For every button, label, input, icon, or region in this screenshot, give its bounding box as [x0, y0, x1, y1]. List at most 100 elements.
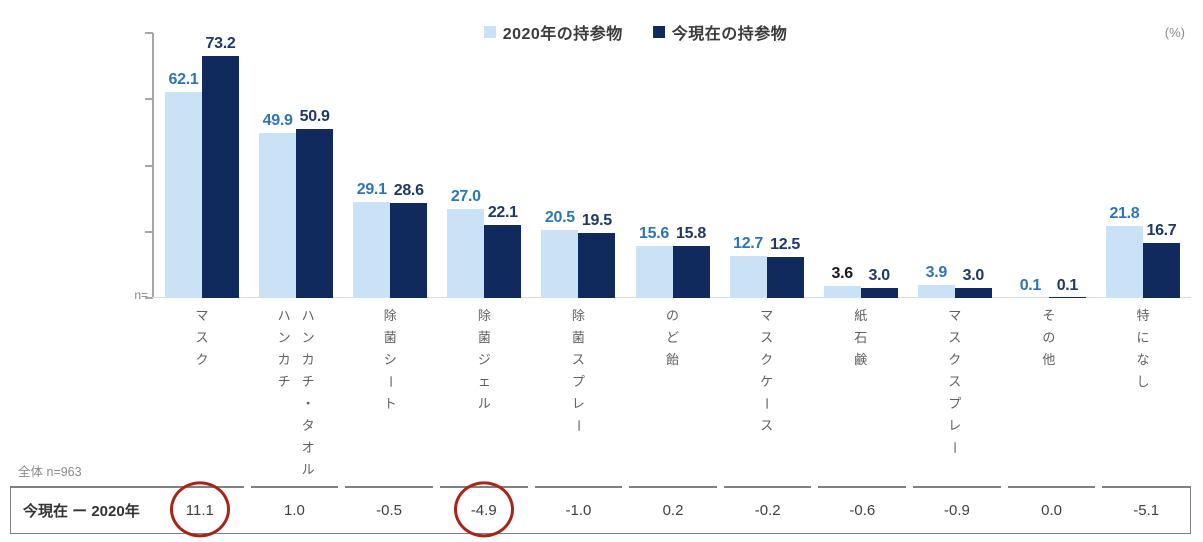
category-label-char: ル — [301, 462, 315, 477]
difference-row-label: 今現在 ー 2020年 — [11, 486, 156, 533]
bar-2020 — [635, 246, 673, 298]
bar-now — [296, 129, 334, 298]
bar-chart-plot-area: 62.1 73.2 49.9 50.9 29.1 28.6 27.0 22.1 20.5 19.5… — [155, 33, 1190, 298]
bar-value-label-2020: 27.0 — [450, 187, 481, 205]
bar-2020 — [447, 208, 485, 298]
difference-value-cell: -1.0 — [534, 486, 623, 533]
bar-value-label-2020: 3.6 — [831, 265, 854, 283]
category-label-char: ハ — [277, 308, 291, 323]
category-label-char: ク — [760, 352, 774, 367]
difference-value-cell: 11.1 — [156, 480, 244, 537]
category-label-char: に — [1136, 330, 1150, 345]
bar-value-label-now: 50.9 — [299, 108, 330, 126]
difference-value: 1.0 — [284, 502, 305, 519]
category-label-char: レ — [948, 418, 962, 433]
category-label-char: の — [666, 308, 680, 323]
legend-label-2020: 2020年の持参物 — [502, 26, 623, 43]
category-label-char: マ — [948, 308, 962, 323]
category-label-column: マスク — [196, 309, 209, 366]
bar-value-label-now: 0.1 — [1056, 276, 1079, 294]
category-label-char: ェ — [477, 374, 491, 389]
bar-now — [578, 233, 616, 298]
bar-value-label-2020: 20.5 — [544, 209, 575, 227]
difference-value: -0.5 — [376, 502, 403, 519]
category-label-char: オ — [301, 440, 315, 455]
category-label-char: 菌 — [383, 330, 397, 345]
category-label-char: 石 — [854, 330, 868, 345]
category-label: 紙石鹸 — [814, 309, 908, 476]
y-axis-tick — [145, 98, 153, 101]
category-label-char: ジ — [477, 352, 491, 367]
bar-value-label-2020: 21.8 — [1109, 204, 1140, 222]
category-label-char: カ — [277, 352, 291, 367]
category-label-char: レ — [571, 396, 585, 411]
difference-value-cell: 0.0 — [1007, 486, 1096, 533]
difference-value: -0.6 — [849, 502, 876, 519]
category-label-char: 除 — [477, 308, 491, 323]
bar-value-label-now: 16.7 — [1146, 221, 1177, 239]
category-label-char: ス — [760, 418, 774, 433]
category-label-char: ン — [301, 330, 315, 345]
bar-value-label-now: 3.0 — [868, 267, 891, 285]
category-label-char: ク — [948, 352, 962, 367]
category-label-char: 菌 — [571, 330, 585, 345]
category-label-char: プ — [571, 374, 585, 389]
difference-table: 今現在 ー 2020年 11.1 1.0 -0.5 -4.9 -1.0 0.2 -0.2 -0… — [10, 480, 1191, 537]
category-label-char: ど — [666, 330, 680, 345]
legend-item-now: 今現在の持参物 — [652, 20, 788, 44]
bar-value-label-2020: 12.7 — [733, 234, 764, 252]
category-label: 特になし — [1096, 309, 1190, 476]
y-axis-line — [152, 33, 154, 298]
difference-value: 11.1 — [185, 502, 214, 519]
category-label-column: 紙石鹸 — [854, 309, 867, 366]
category-label-char: チ — [277, 374, 291, 389]
bar-value-label-2020: 29.1 — [356, 180, 387, 198]
category-label-char: ス — [948, 374, 962, 389]
bar-now — [390, 203, 428, 298]
bar-2020 — [1105, 225, 1143, 298]
category-label-char: 特 — [1136, 308, 1150, 323]
y-axis-tick — [145, 32, 153, 34]
legend-label-now: 今現在の持参物 — [671, 26, 788, 43]
category-label: マスク — [155, 309, 249, 476]
category-label-char: そ — [1042, 308, 1056, 323]
difference-value-cell: 0.2 — [629, 486, 717, 533]
bar-value-label-2020: 62.1 — [168, 71, 199, 89]
n-equals-label: n= — [134, 288, 148, 302]
legend-item-2020: 2020年の持参物 — [483, 20, 623, 44]
category-label-char: ハ — [301, 308, 315, 323]
category-label-char: 鹸 — [854, 352, 868, 367]
bar-2020 — [259, 132, 297, 298]
difference-value-cell: -4.9 — [439, 480, 528, 537]
category-label-column: ハンカチ・タオル — [302, 309, 315, 476]
category-label-char: マ — [760, 308, 774, 323]
difference-value-cell: -0.2 — [723, 486, 812, 533]
bar-2020 — [917, 285, 955, 298]
bar-value-label-now: 22.1 — [487, 203, 518, 221]
category-label-char: 菌 — [477, 330, 491, 345]
category-label-char: ー — [382, 374, 398, 389]
bar-value-label-now: 28.6 — [393, 182, 424, 200]
category-label-char: ー — [759, 396, 775, 411]
bar-2020 — [541, 230, 579, 298]
category-label: のど飴 — [625, 309, 719, 476]
category-label-column: のど飴 — [666, 309, 679, 366]
bar-value-label-2020: 0.1 — [1019, 276, 1042, 294]
bar-now — [1048, 297, 1086, 298]
bar-value-label-2020: 3.9 — [925, 264, 948, 282]
bar-2020 — [729, 255, 767, 298]
category-label-char: ・ — [301, 396, 315, 411]
category-label-char: 除 — [383, 308, 397, 323]
category-label-char: ス — [195, 330, 209, 345]
category-label-char: 紙 — [854, 308, 868, 323]
bar-value-label-now: 73.2 — [205, 34, 236, 52]
category-label-char: ー — [570, 418, 586, 433]
difference-value: -0.2 — [754, 502, 781, 519]
bar-now — [954, 288, 992, 298]
category-label-column: ハンカチ — [278, 309, 291, 388]
category-label: 除菌スプレー — [531, 309, 625, 476]
category-label-char: ス — [571, 352, 585, 367]
legend-swatch-now — [652, 26, 665, 38]
y-axis-tick — [145, 230, 153, 233]
category-label: 除菌シート — [343, 309, 437, 476]
